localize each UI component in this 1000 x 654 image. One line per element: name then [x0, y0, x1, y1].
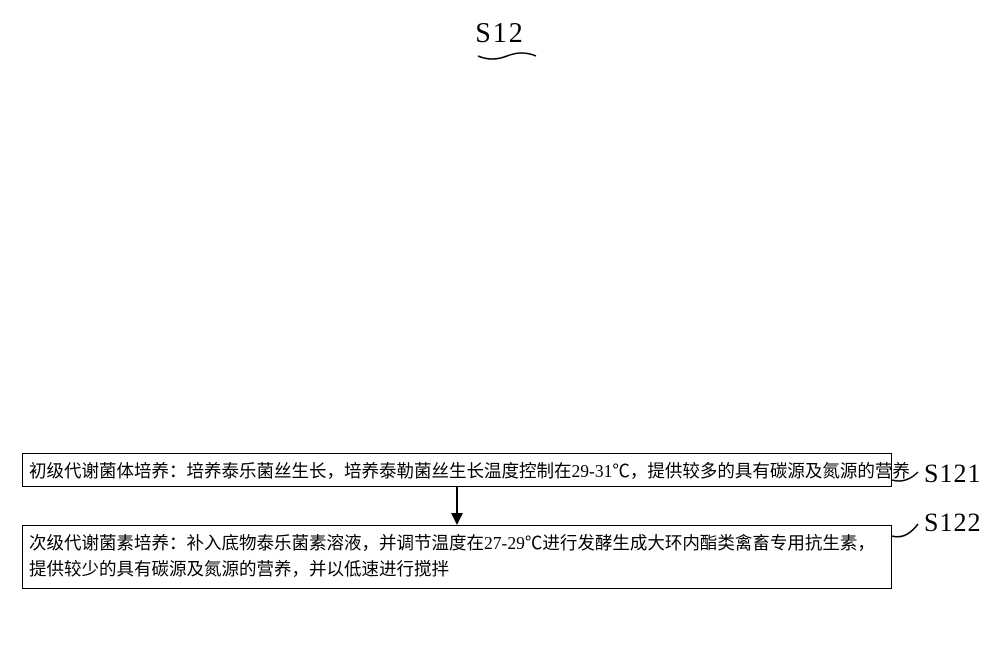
- arrow-down: [447, 487, 467, 527]
- title-underline: [478, 52, 536, 62]
- leader-line-s121: [892, 458, 926, 488]
- diagram-canvas: S12 初级代谢菌体培养：培养泰乐菌丝生长，培养泰勒菌丝生长温度控制在29-31…: [0, 0, 1000, 654]
- step-box-s121: 初级代谢菌体培养：培养泰乐菌丝生长，培养泰勒菌丝生长温度控制在29-31℃，提供…: [22, 453, 892, 487]
- step-text-s121: 初级代谢菌体培养：培养泰乐菌丝生长，培养泰勒菌丝生长温度控制在29-31℃，提供…: [29, 461, 910, 481]
- step-box-s122: 次级代谢菌素培养：补入底物泰乐菌素溶液，并调节温度在27-29℃进行发酵生成大环…: [22, 525, 892, 589]
- diagram-title: S12: [0, 18, 1000, 50]
- step-label-s121: S121: [924, 459, 981, 489]
- step-label-s122: S122: [924, 508, 981, 538]
- leader-line-s122: [892, 512, 926, 542]
- step-text-s122: 次级代谢菌素培养：补入底物泰乐菌素溶液，并调节温度在27-29℃进行发酵生成大环…: [29, 533, 875, 579]
